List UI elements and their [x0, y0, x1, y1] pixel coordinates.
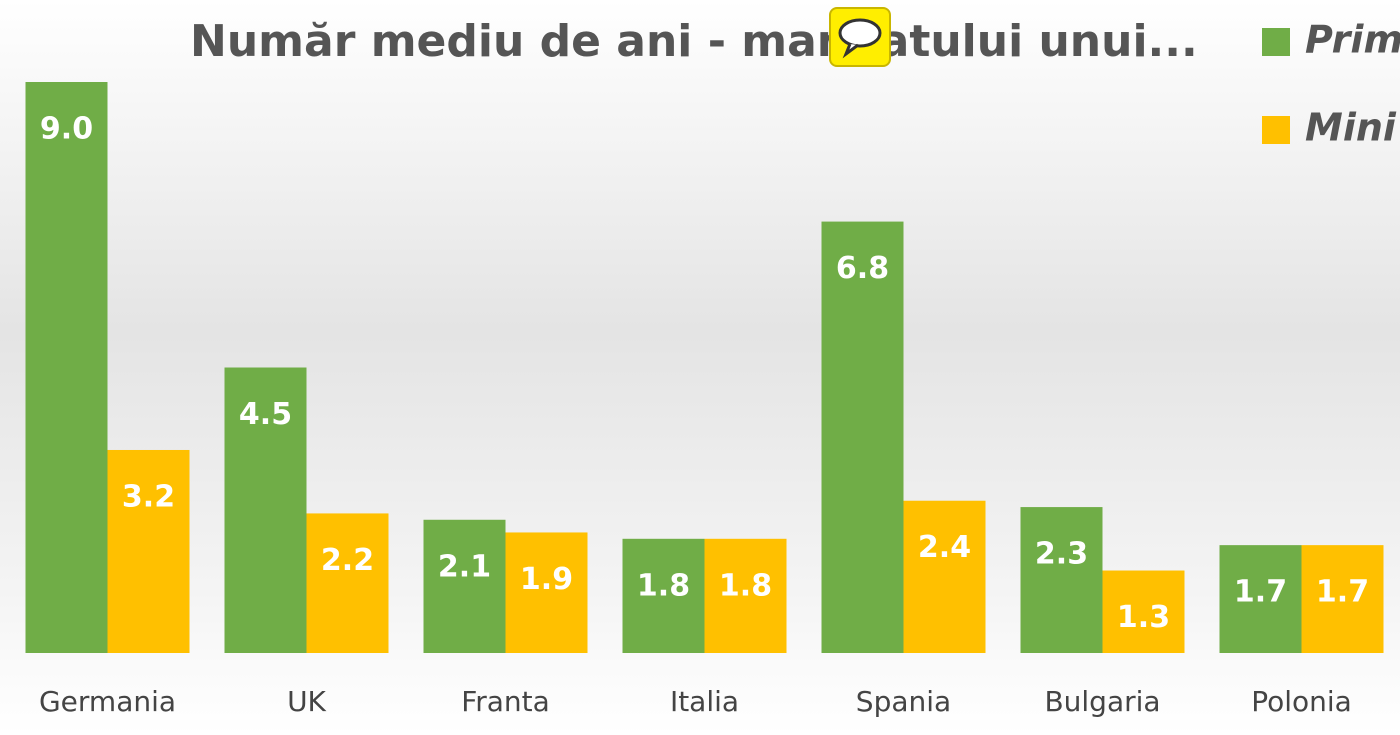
data-label: 9.0 [40, 112, 93, 147]
bar [1219, 545, 1302, 653]
bar [622, 538, 705, 653]
data-label: 3.2 [122, 479, 175, 514]
legend-swatch [1262, 28, 1290, 56]
data-label: 2.3 [1035, 537, 1088, 572]
x-tick-label: Italia [670, 685, 739, 718]
chart-title: Număr mediu de ani - mandatului unui... [190, 16, 1198, 67]
bar [505, 532, 588, 653]
bar [1020, 507, 1103, 653]
bar [423, 519, 506, 653]
data-label: 1.9 [520, 562, 573, 597]
x-tick-label: Polonia [1251, 685, 1352, 718]
data-label: 1.3 [1117, 600, 1170, 635]
data-label: 1.8 [637, 568, 690, 603]
data-label: 2.2 [321, 543, 374, 578]
x-tick-label: Spania [856, 685, 951, 718]
x-tick-label: Bulgaria [1044, 685, 1160, 718]
legend-swatch [1262, 116, 1290, 144]
data-label: 4.5 [239, 397, 292, 432]
bar [821, 221, 904, 654]
data-label: 1.7 [1316, 575, 1369, 610]
bar [903, 500, 986, 653]
bar [224, 367, 307, 653]
x-tick-label: UK [287, 685, 326, 718]
x-tick-label: Franta [461, 685, 550, 718]
legend-label: Prim [1305, 18, 1400, 62]
data-label: 2.1 [438, 549, 491, 584]
data-label: 6.8 [836, 251, 889, 286]
x-tick-label: Germania [39, 685, 176, 718]
comment-icon[interactable] [829, 7, 891, 67]
data-label: 1.8 [719, 568, 772, 603]
bar [1301, 545, 1384, 653]
bar [25, 82, 108, 653]
bar [306, 513, 389, 653]
bar [704, 538, 787, 653]
legend-label: Mini [1305, 106, 1397, 150]
bar [1102, 570, 1185, 653]
data-label: 2.4 [918, 530, 971, 565]
bar [107, 449, 190, 653]
data-label: 1.7 [1234, 575, 1287, 610]
